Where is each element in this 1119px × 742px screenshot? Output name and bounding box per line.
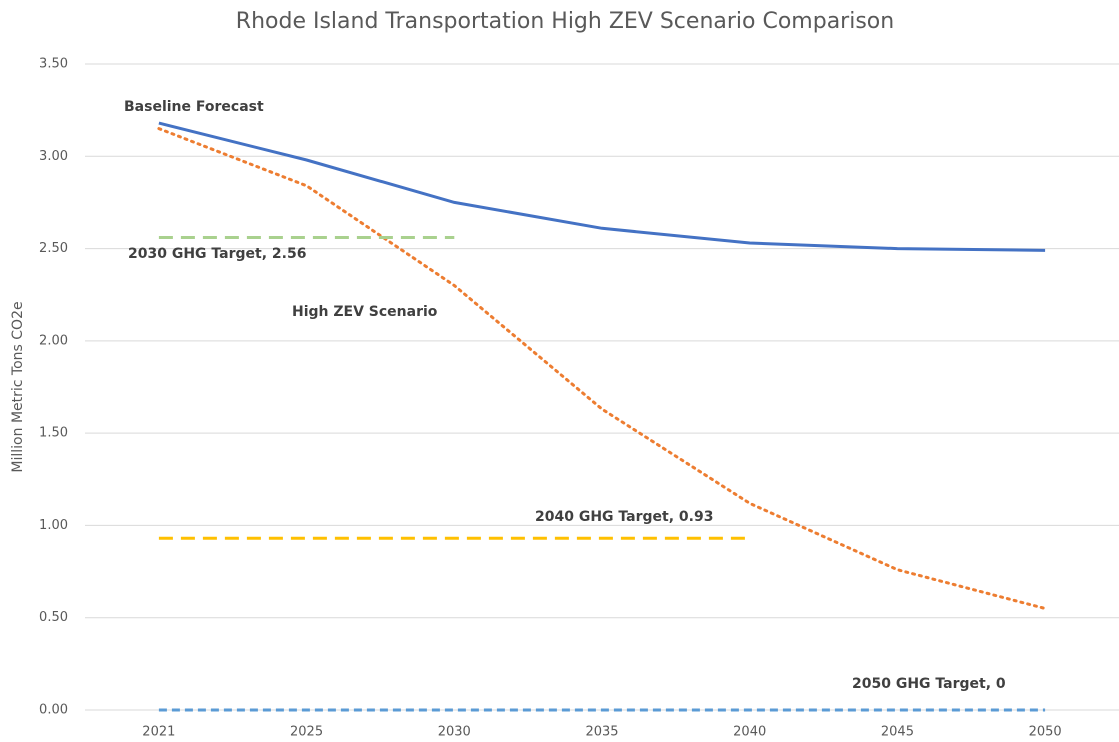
series-label: 2050 GHG Target, 0 — [852, 676, 1006, 692]
x-tick-label: 2025 — [290, 725, 323, 740]
y-tick-label: 0.00 — [39, 703, 68, 718]
series-line — [158, 121, 1046, 252]
y-axis-label: Million Metric Tons CO2e — [10, 301, 26, 472]
series-label: 2040 GHG Target, 0.93 — [535, 509, 713, 525]
y-tick-label: 2.50 — [39, 241, 68, 256]
x-tick-label: 2045 — [881, 725, 914, 740]
y-tick-label: 1.50 — [39, 426, 68, 441]
y-tick-label: 3.00 — [39, 149, 68, 164]
x-tick-label: 2035 — [585, 725, 618, 740]
y-tick-label: 1.00 — [39, 518, 68, 533]
series-label: 2030 GHG Target, 2.56 — [128, 246, 306, 262]
x-tick-label: 2050 — [1029, 725, 1062, 740]
series-label: Baseline Forecast — [124, 99, 264, 115]
y-tick-label: 0.50 — [39, 610, 68, 625]
y-tick-label: 2.00 — [39, 333, 68, 348]
x-tick-label: 2040 — [733, 725, 766, 740]
y-tick-label: 3.50 — [39, 57, 68, 72]
chart-title: Rhode Island Transportation High ZEV Sce… — [236, 9, 894, 34]
x-tick-label: 2021 — [142, 725, 175, 740]
x-tick-label: 2030 — [438, 725, 471, 740]
series-label: High ZEV Scenario — [292, 304, 438, 320]
